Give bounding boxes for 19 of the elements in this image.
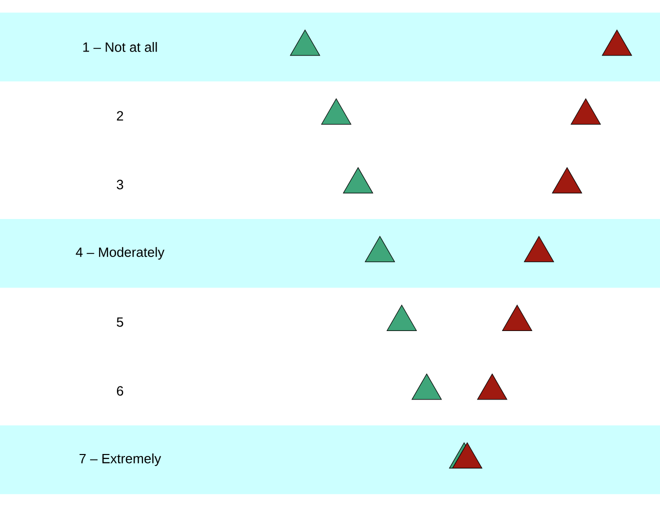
y-tick-label: 2 [116,111,124,120]
point [570,98,601,125]
point [343,167,374,194]
point [386,304,417,331]
y-tick-label: 1 – Not at all [83,42,157,52]
point [524,236,554,262]
y-tick-label: 6 [116,386,124,396]
point [552,167,582,194]
point [602,30,632,56]
y-tick-label: 5 [116,317,124,327]
point [412,374,442,400]
y-tick-label: 7 – Extremely [80,453,162,466]
y-tick-label: 4 – Moderately [76,247,164,260]
point [502,304,532,331]
y-tick-label: 3 [116,180,124,190]
point [364,236,395,262]
point [290,30,320,56]
point [321,98,352,125]
point [477,374,508,400]
